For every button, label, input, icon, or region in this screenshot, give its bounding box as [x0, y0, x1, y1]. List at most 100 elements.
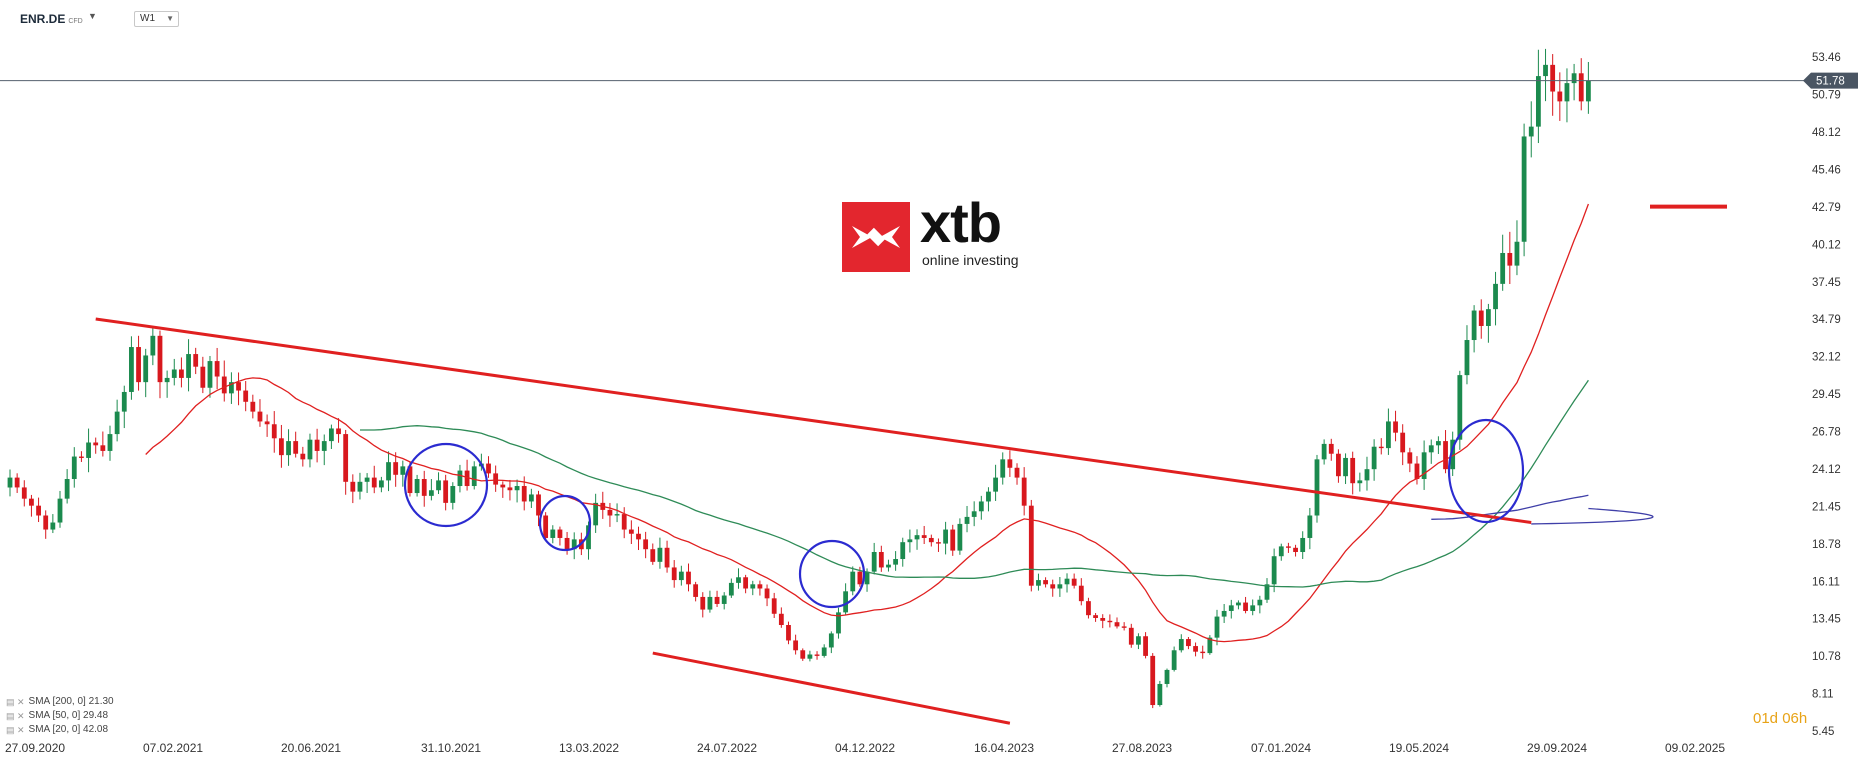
- candle-body: [1343, 457, 1348, 477]
- candle-body: [1171, 650, 1177, 670]
- logo-wordmark: xtb: [920, 191, 1002, 254]
- candle-body: [728, 582, 734, 596]
- candle-body: [686, 571, 691, 585]
- candle-body: [1236, 602, 1241, 606]
- candle-body: [1571, 73, 1577, 84]
- candle-body: [664, 547, 670, 568]
- legend-label: SMA [200, 0] 21.30: [28, 696, 114, 707]
- logo-tagline: online investing: [922, 252, 1019, 268]
- candle-body: [328, 428, 334, 442]
- candle-body: [714, 596, 720, 604]
- candle-body: [64, 479, 70, 499]
- candle-body: [950, 529, 956, 551]
- candle-body: [700, 596, 706, 610]
- candle-body: [229, 382, 234, 394]
- candle-body: [1443, 441, 1448, 470]
- candle-body: [721, 595, 727, 604]
- candle-body: [1014, 467, 1020, 478]
- candle-body: [457, 470, 463, 487]
- candle-body: [129, 347, 134, 392]
- highlight-circle[interactable]: [538, 494, 592, 552]
- candle-body: [493, 473, 499, 485]
- support-trendline[interactable]: [652, 651, 1011, 725]
- settings-close-icon[interactable]: ▤ ✕: [6, 711, 25, 721]
- x-tick-label: 27.09.2020: [5, 741, 65, 755]
- timeframe-select[interactable]: W1 ▼: [134, 11, 179, 27]
- candle-body: [1107, 620, 1113, 623]
- symbol-label: ENR.DE: [20, 12, 66, 26]
- candle-body: [786, 625, 791, 641]
- candle-body: [636, 533, 641, 540]
- candle-body: [278, 438, 284, 456]
- candle-body: [857, 571, 863, 585]
- candle-body: [14, 477, 20, 488]
- candle-body: [1264, 584, 1270, 600]
- candle-body: [1421, 452, 1427, 480]
- candle-body: [200, 366, 206, 388]
- y-tick-label: 26.78: [1812, 427, 1841, 439]
- candle-body: [1507, 252, 1513, 266]
- legend-item-sma-200[interactable]: ▤ ✕ SMA [200, 0] 21.30: [6, 695, 114, 709]
- candle-body: [136, 347, 141, 383]
- candle-body: [1157, 683, 1163, 706]
- symbol-selector[interactable]: ENR.DE CFD: [20, 12, 83, 26]
- x-tick-label: 31.10.2021: [421, 741, 481, 755]
- legend-item-sma-50[interactable]: ▤ ✕ SMA [50, 0] 29.48: [6, 709, 114, 723]
- x-tick-label: 09.02.2025: [1665, 741, 1725, 755]
- candle-body: [1321, 443, 1327, 460]
- candle-body: [736, 577, 741, 583]
- candle-body: [1585, 80, 1591, 102]
- candle-body: [1036, 580, 1041, 586]
- legend-item-sma-20[interactable]: ▤ ✕ SMA [20, 0] 42.08: [6, 723, 114, 737]
- symbol-dropdown-icon[interactable]: ▼: [88, 11, 97, 21]
- candle-body: [1450, 439, 1456, 470]
- candle-body: [157, 335, 163, 383]
- candle-body: [650, 549, 656, 562]
- candle-body: [1121, 626, 1127, 628]
- x-tick-label: 04.12.2022: [835, 741, 895, 755]
- candle-body: [1128, 627, 1134, 645]
- x-tick-label: 19.05.2024: [1389, 741, 1449, 755]
- candle-body: [1564, 83, 1570, 102]
- y-tick-label: 21.45: [1812, 501, 1841, 513]
- last-price-label: 51.78: [1816, 76, 1845, 88]
- candle-body: [386, 462, 391, 481]
- candle-body: [286, 441, 291, 456]
- candle-body: [300, 453, 306, 460]
- x-tick-label: 16.04.2023: [974, 741, 1034, 755]
- candle-body: [628, 529, 634, 534]
- candle-body: [1464, 340, 1470, 376]
- settings-close-icon[interactable]: ▤ ✕: [6, 697, 25, 707]
- candle-body: [243, 390, 249, 402]
- candle-body: [350, 481, 356, 492]
- x-tick-label: 24.07.2022: [697, 741, 757, 755]
- x-tick-label: 07.02.2021: [143, 741, 203, 755]
- candle-body: [807, 654, 813, 659]
- candle-body: [100, 445, 106, 451]
- candle-body: [314, 439, 320, 451]
- highlight-circle[interactable]: [798, 539, 866, 609]
- highlight-circle[interactable]: [1447, 418, 1525, 524]
- candle-body: [1485, 309, 1491, 326]
- settings-close-icon[interactable]: ▤ ✕: [6, 725, 25, 735]
- y-tick-label: 18.78: [1812, 539, 1841, 551]
- candle-body: [378, 480, 384, 488]
- candle-body: [264, 421, 270, 425]
- candle-body: [814, 654, 820, 656]
- candle-body: [336, 428, 341, 435]
- candle-body: [693, 584, 699, 597]
- candle-body: [271, 424, 277, 439]
- candle-body: [500, 484, 506, 488]
- resistance-trendline[interactable]: [95, 317, 1532, 525]
- candle-body: [393, 462, 399, 475]
- y-tick-label: 34.79: [1812, 314, 1841, 326]
- candle-body: [1021, 477, 1027, 506]
- candle-body: [1307, 515, 1313, 538]
- candle-body: [1193, 646, 1198, 652]
- candle-body: [678, 571, 684, 581]
- candle-body: [928, 537, 934, 543]
- candle-body: [571, 539, 577, 550]
- highlight-circle[interactable]: [403, 442, 489, 528]
- candle-body: [1114, 622, 1120, 627]
